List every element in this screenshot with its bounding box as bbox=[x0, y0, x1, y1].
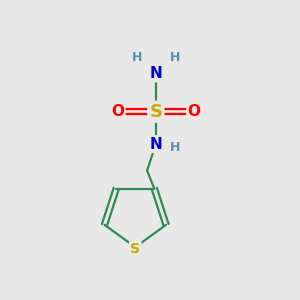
Text: H: H bbox=[170, 51, 180, 64]
Text: N: N bbox=[149, 66, 162, 81]
Text: S: S bbox=[130, 242, 140, 256]
Text: H: H bbox=[170, 141, 180, 154]
Text: N: N bbox=[149, 136, 162, 152]
Text: S: S bbox=[149, 103, 162, 121]
Text: O: O bbox=[111, 104, 124, 119]
Text: H: H bbox=[132, 51, 142, 64]
Text: O: O bbox=[188, 104, 201, 119]
